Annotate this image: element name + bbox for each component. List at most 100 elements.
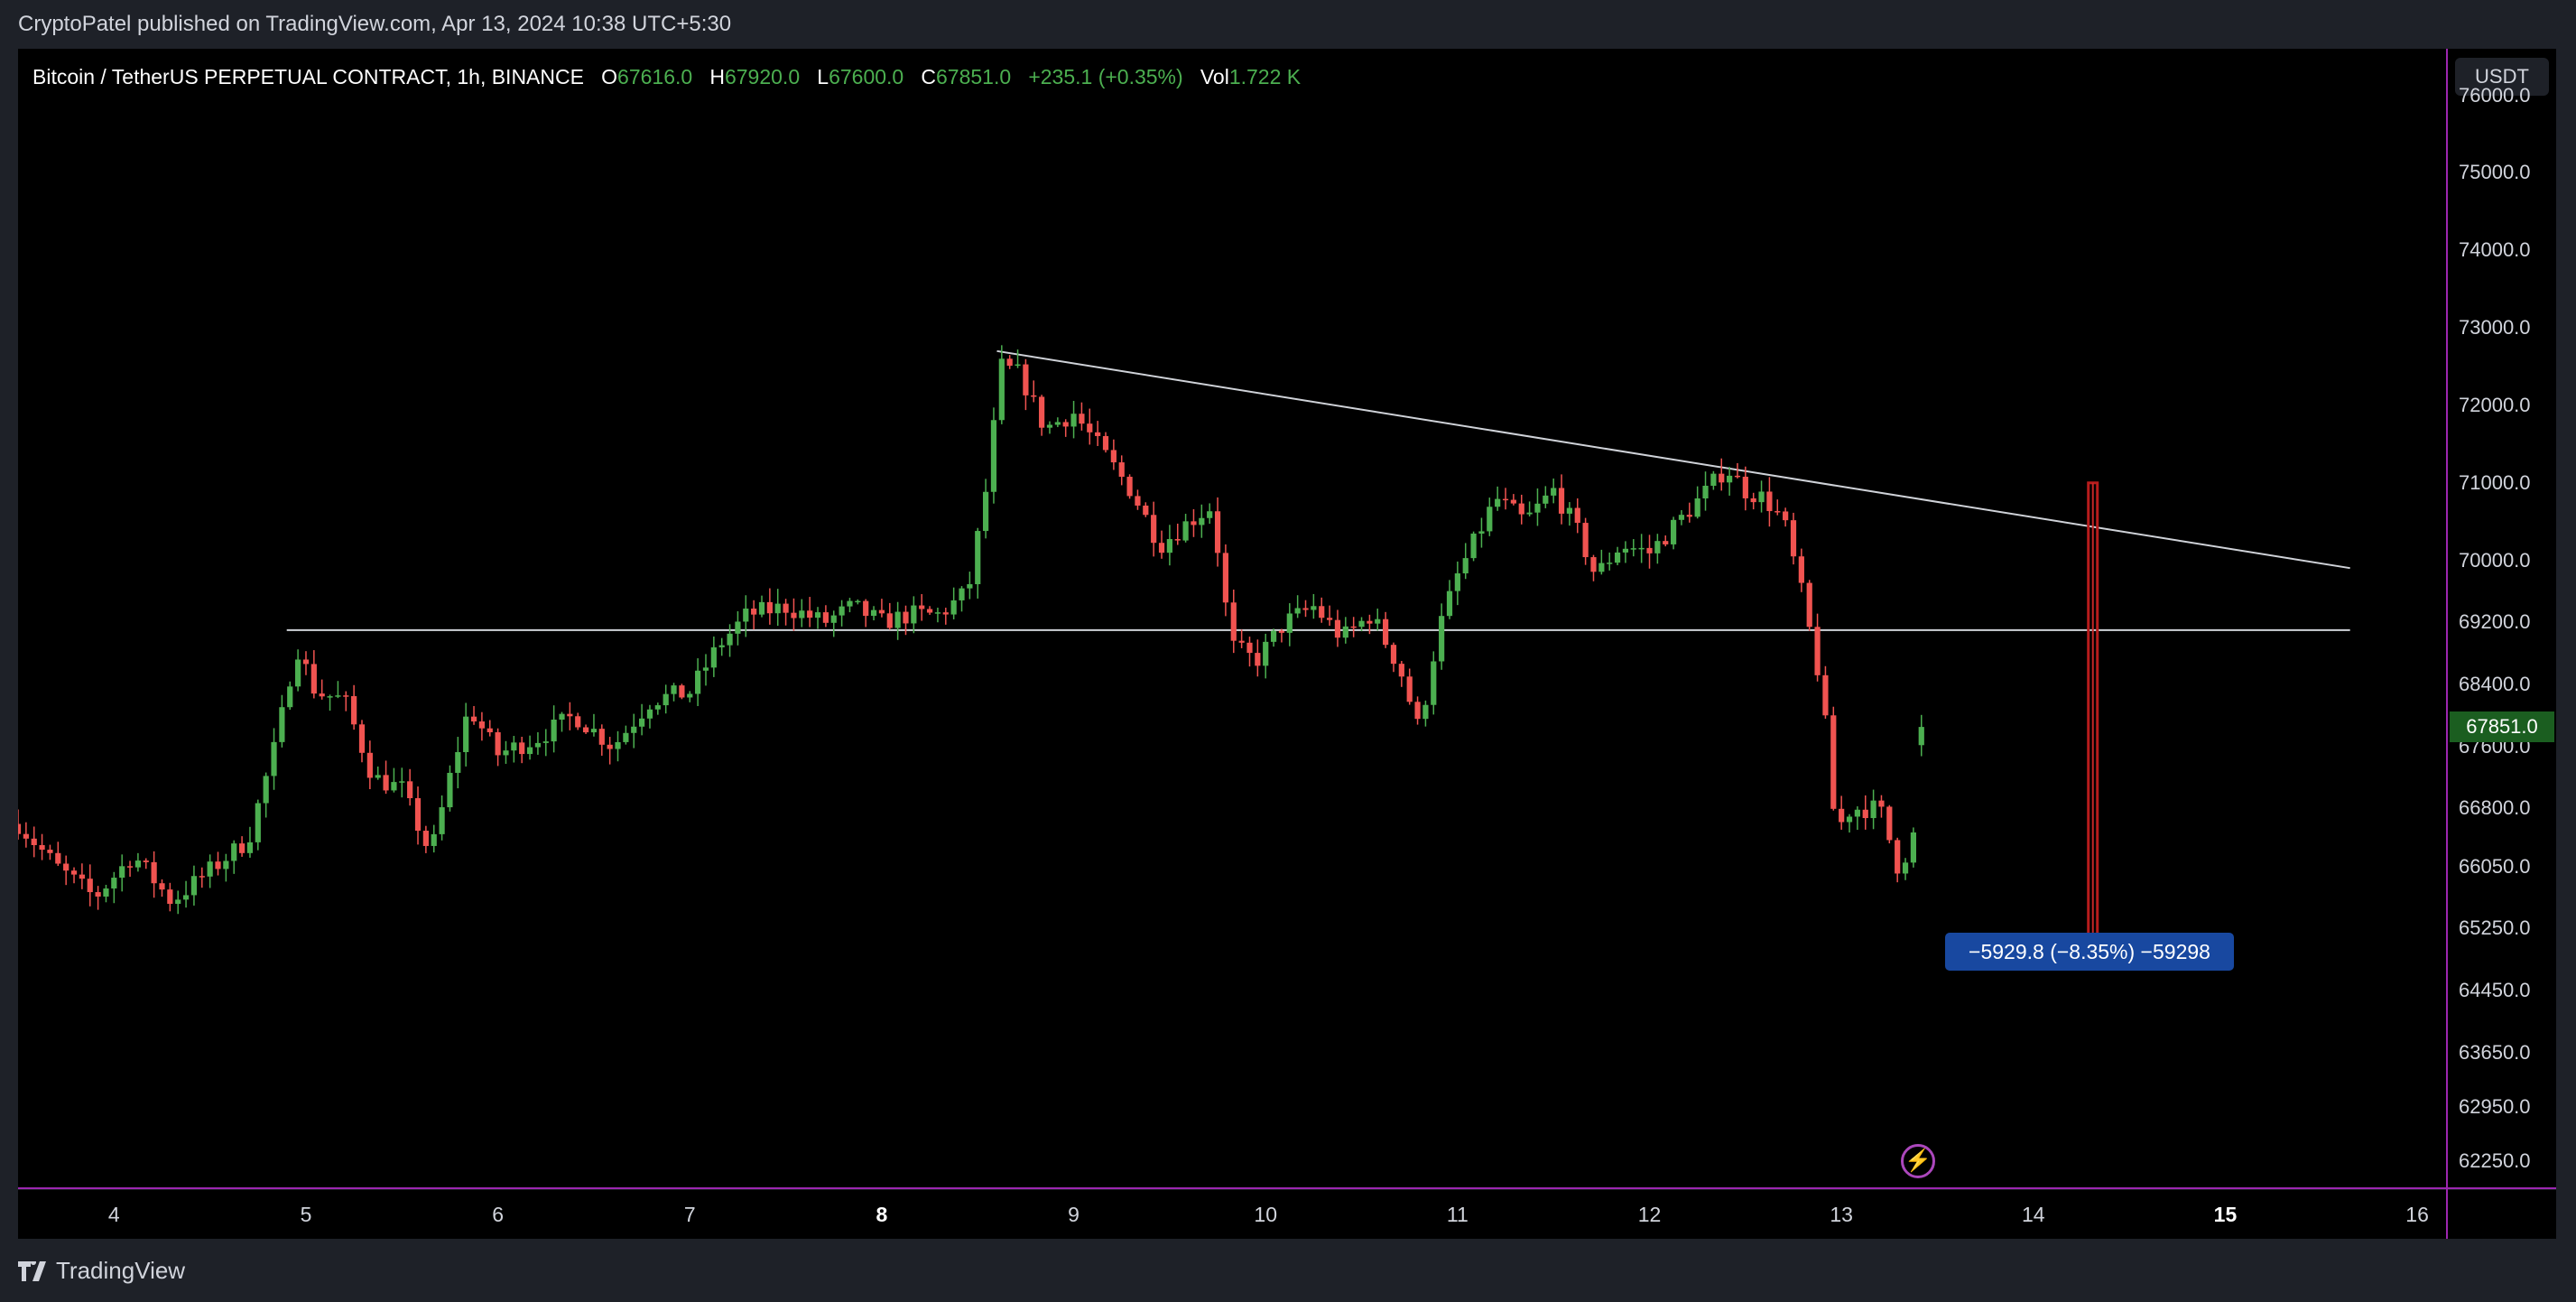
candle-body xyxy=(1102,435,1109,451)
tradingview-logo[interactable]: TradingView xyxy=(18,1257,185,1285)
candle-body xyxy=(1006,358,1013,367)
candle-body xyxy=(919,605,925,609)
candle-body xyxy=(1510,499,1516,504)
candle-body xyxy=(103,888,109,897)
candle-body xyxy=(1326,618,1333,620)
candle-body xyxy=(1470,533,1477,559)
candle-body xyxy=(679,685,685,698)
candle-body xyxy=(279,707,285,742)
price-tick: 69200.0 xyxy=(2459,610,2531,634)
price-tick: 62950.0 xyxy=(2459,1094,2531,1118)
candle-body xyxy=(983,491,989,532)
candle-body xyxy=(1719,473,1725,483)
candle-body xyxy=(503,750,509,756)
time-tick: 11 xyxy=(1446,1203,1469,1226)
candle-body xyxy=(47,850,53,853)
candle-body xyxy=(990,420,997,492)
candle-body xyxy=(903,611,909,624)
candle-body xyxy=(1551,488,1557,496)
candle-body xyxy=(758,601,765,615)
price-scale[interactable]: USDT 76000.0 75000.0 74000.0 73000.0 72000.0… xyxy=(2448,49,2556,1188)
candle-body xyxy=(1790,520,1797,557)
price-tick: 64450.0 xyxy=(2459,979,2531,1002)
candle-body xyxy=(1294,608,1301,614)
time-tick: 5 xyxy=(300,1203,312,1226)
price-tick: 65250.0 xyxy=(2459,916,2531,940)
candle-body xyxy=(1566,507,1573,514)
candle-body xyxy=(119,866,125,879)
candle-body xyxy=(631,726,637,733)
time-tick: 13 xyxy=(1830,1203,1853,1226)
time-tick: 7 xyxy=(683,1203,696,1226)
time-tick: 16 xyxy=(2405,1203,2429,1226)
candle-body xyxy=(1806,582,1812,628)
candle-body xyxy=(463,716,469,753)
time-scale[interactable]: 4 5 6 7 8 9 10 11 12 13 14 15 16 xyxy=(18,1190,2556,1239)
candle-body xyxy=(1758,491,1765,503)
price-range-label[interactable]: −5929.8 (−8.35%) −59298 xyxy=(1945,933,2234,971)
candle-body xyxy=(1487,507,1493,532)
candle-body xyxy=(358,724,366,753)
candle-body xyxy=(223,860,229,870)
candle-body xyxy=(310,664,317,694)
candle-body xyxy=(575,716,581,728)
high-value: 67920.0 xyxy=(724,65,801,88)
candle-body xyxy=(134,860,142,868)
candle-body xyxy=(1663,541,1669,544)
candle-body xyxy=(1582,523,1589,558)
candle-body xyxy=(95,892,101,897)
candle-body xyxy=(1702,485,1709,499)
candle-body xyxy=(1446,591,1453,617)
candle-body xyxy=(1238,640,1245,643)
candle-body xyxy=(934,612,941,614)
candle-body xyxy=(422,831,429,846)
candle-body xyxy=(1023,364,1029,395)
price-tick: 73000.0 xyxy=(2459,316,2531,339)
candle-body xyxy=(1543,495,1549,504)
candle-body xyxy=(1846,816,1853,823)
chart-pane[interactable]: Bitcoin / TetherUS PERPETUAL CONTRACT, 1… xyxy=(18,49,2446,1188)
currency-button[interactable]: USDT xyxy=(2455,58,2549,96)
candle-body xyxy=(1431,661,1437,705)
candle-body xyxy=(1039,396,1045,428)
candle-body xyxy=(1638,547,1645,550)
candle-body xyxy=(351,695,357,725)
candle-body xyxy=(967,584,973,589)
candle-body xyxy=(295,659,301,687)
candle-body xyxy=(870,609,877,617)
low-label: L xyxy=(817,65,829,88)
candle-body xyxy=(1390,645,1397,665)
candle-body xyxy=(623,732,629,742)
last-price-label: 67851.0 xyxy=(2450,711,2554,743)
candle-body xyxy=(1255,653,1261,666)
footer-brand: TradingView xyxy=(56,1257,186,1284)
candle-body xyxy=(455,752,461,773)
candle-body xyxy=(263,776,269,804)
time-tick: 6 xyxy=(492,1203,505,1226)
candle-body xyxy=(894,611,901,628)
candle-body xyxy=(1199,517,1205,525)
candle-body xyxy=(615,741,621,749)
candle-body xyxy=(335,695,341,697)
candle-body xyxy=(79,874,85,879)
candle-body xyxy=(975,531,981,585)
candle-body xyxy=(246,842,254,853)
candle-body xyxy=(1478,531,1485,534)
candle-body xyxy=(319,693,325,697)
candle-body xyxy=(1174,539,1181,541)
candle-body xyxy=(526,747,533,755)
candle-body xyxy=(159,883,165,890)
candle-body xyxy=(1383,618,1389,646)
candle-body xyxy=(1054,422,1061,425)
candle-body xyxy=(998,358,1005,421)
candle-body xyxy=(926,609,933,613)
candle-body xyxy=(695,670,701,694)
candle-body xyxy=(1727,475,1733,483)
lightning-icon[interactable]: ⚡ xyxy=(1901,1144,1935,1178)
candlestick-plot[interactable] xyxy=(18,49,2446,1188)
time-tick: 14 xyxy=(2022,1203,2045,1226)
candle-body xyxy=(470,716,477,722)
candle-body xyxy=(1654,541,1661,553)
volume-label: Vol xyxy=(1200,65,1229,88)
candle-body xyxy=(231,843,237,861)
